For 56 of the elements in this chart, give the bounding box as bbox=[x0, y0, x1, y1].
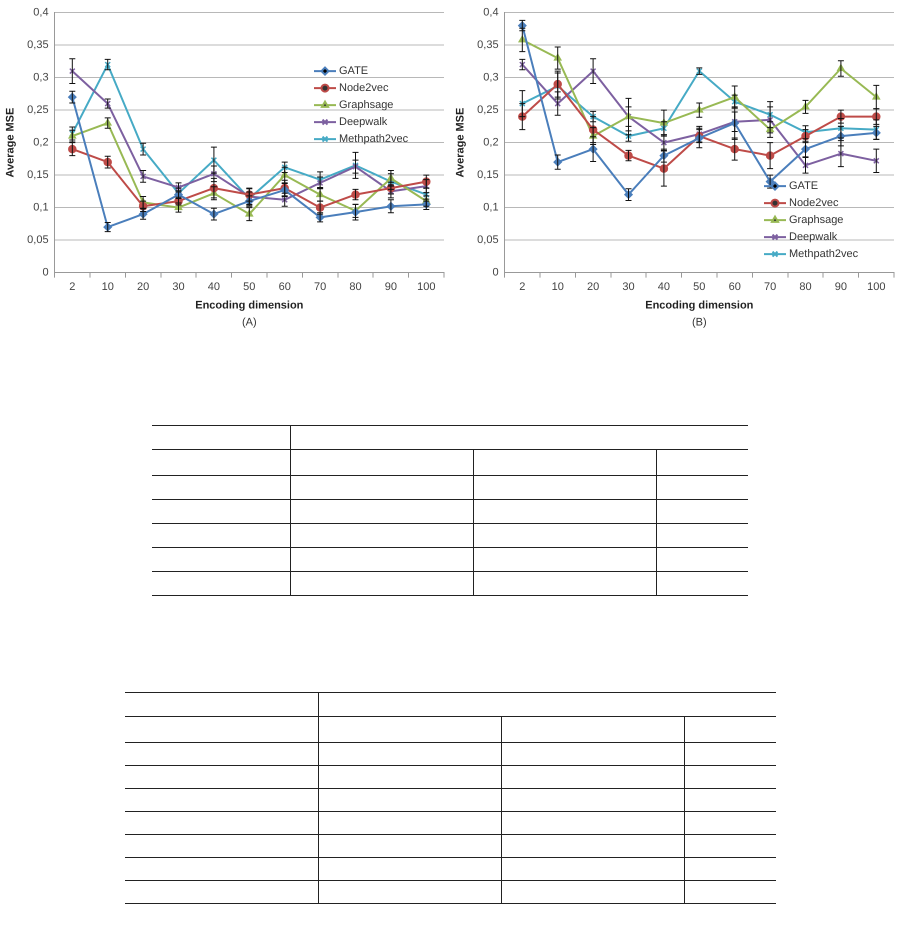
y-tick-label: 0,3 bbox=[483, 72, 499, 84]
y-tick-label: 0 bbox=[492, 266, 499, 279]
legend-label: Deepwalk bbox=[339, 116, 388, 128]
legend-label: Node2vec bbox=[789, 197, 840, 210]
y-tick-label: 0,15 bbox=[27, 169, 49, 182]
x-tick-label: 10 bbox=[102, 281, 114, 294]
legend-label: GATE bbox=[789, 180, 818, 192]
x-tick-label: 70 bbox=[764, 281, 776, 294]
y-tick-label: 0,05 bbox=[477, 234, 499, 246]
legend-label: GATE bbox=[339, 65, 368, 78]
x-tick-label: 2 bbox=[69, 281, 76, 294]
x-tick-label: 90 bbox=[384, 281, 398, 294]
y-tick-label: 0,25 bbox=[477, 104, 499, 116]
x-axis-title: Encoding dimension bbox=[195, 299, 304, 312]
x-tick-label: 2 bbox=[519, 281, 526, 294]
y-axis-title: Average MSE bbox=[4, 108, 17, 178]
y-tick-label: 0,1 bbox=[33, 202, 49, 214]
y-axis-title: Average MSE bbox=[454, 108, 467, 178]
x-tick-label: 90 bbox=[834, 281, 848, 294]
legend-label: Graphsage bbox=[789, 214, 844, 226]
x-tick-label: 30 bbox=[172, 281, 185, 294]
legend-label: Deepwalk bbox=[789, 231, 838, 244]
x-tick-label: 100 bbox=[417, 281, 436, 294]
y-tick-label: 0,2 bbox=[33, 136, 49, 149]
y-tick-label: 0,3 bbox=[33, 72, 49, 84]
y-tick-label: 0,4 bbox=[33, 6, 49, 19]
x-tick-label: 50 bbox=[243, 281, 256, 294]
x-tick-label: 60 bbox=[728, 281, 741, 294]
x-tick-label: 50 bbox=[693, 281, 706, 294]
x-tick-label: 70 bbox=[314, 281, 326, 294]
x-tick-label: 80 bbox=[349, 281, 362, 294]
x-tick-label: 100 bbox=[867, 281, 886, 294]
y-tick-label: 0,15 bbox=[477, 169, 499, 182]
y-tick-label: 0,2 bbox=[483, 136, 499, 149]
y-tick-label: 0,1 bbox=[483, 202, 499, 214]
x-tick-label: 40 bbox=[208, 281, 220, 294]
legend-label: Methpath2vec bbox=[789, 248, 859, 260]
y-tick-label: 0 bbox=[42, 266, 49, 279]
x-tick-label: 80 bbox=[799, 281, 812, 294]
text: (A) bbox=[242, 316, 257, 329]
legend-label: Methpath2vec bbox=[339, 133, 409, 146]
x-tick-label: 20 bbox=[586, 281, 600, 294]
legend-label: Graphsage bbox=[339, 99, 394, 112]
y-tick-label: 0,25 bbox=[27, 104, 49, 116]
y-tick-label: 0,35 bbox=[477, 39, 499, 52]
x-tick-label: 20 bbox=[136, 281, 150, 294]
y-tick-label: 0,4 bbox=[483, 6, 499, 19]
x-axis-title: Encoding dimension bbox=[645, 299, 754, 312]
x-tick-label: 10 bbox=[552, 281, 564, 294]
text: (B) bbox=[692, 316, 707, 329]
y-tick-label: 0,35 bbox=[27, 39, 49, 52]
y-tick-label: 0,05 bbox=[27, 234, 49, 246]
x-tick-label: 30 bbox=[622, 281, 635, 294]
x-tick-label: 40 bbox=[658, 281, 670, 294]
x-tick-label: 60 bbox=[278, 281, 291, 294]
legend-label: Node2vec bbox=[339, 82, 390, 94]
